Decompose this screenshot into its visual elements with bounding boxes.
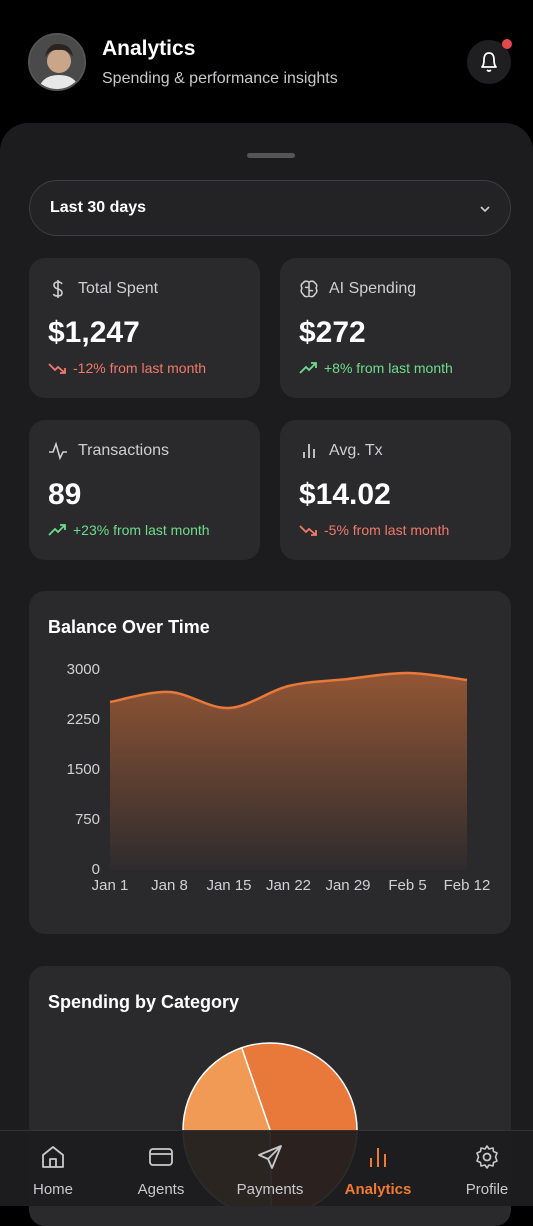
analytics-icon xyxy=(370,1148,386,1167)
stat-label: Total Spent xyxy=(78,280,159,297)
stat-label: AI Spending xyxy=(329,280,417,297)
settings-icon xyxy=(476,1145,498,1169)
stat-card: Avg. Tx $14.02 -5% from last month xyxy=(280,420,511,560)
chart-title: Spending by Category xyxy=(48,992,240,1012)
tab[interactable]: Agents xyxy=(111,1131,211,1207)
tab-label: Home xyxy=(32,1181,73,1198)
trend-arrow xyxy=(48,524,66,536)
stat-label: Avg. Tx xyxy=(329,442,383,459)
x-tick-label: Jan 8 xyxy=(151,877,188,894)
tab-label: Profile xyxy=(465,1181,509,1198)
x-tick-label: Jan 29 xyxy=(325,877,370,894)
area xyxy=(110,672,467,870)
trend-arrow xyxy=(299,362,317,374)
tab-label: Payments xyxy=(236,1181,304,1198)
tab[interactable]: Payments xyxy=(220,1131,320,1207)
stat-change: -12% from last month xyxy=(73,360,207,376)
y-tick-label: 0 xyxy=(92,861,100,878)
avatar[interactable] xyxy=(28,33,86,91)
line xyxy=(109,671,468,710)
bars-icon xyxy=(303,444,315,458)
stat-change: -5% from last month xyxy=(324,522,450,538)
brain-icon xyxy=(300,280,318,298)
card-icon xyxy=(149,1148,173,1166)
x-tick-label: Feb 12 xyxy=(444,877,491,894)
stat-card: Transactions 89 +23% from last month xyxy=(29,420,260,560)
tab-label: Agents xyxy=(137,1181,185,1198)
stat-value: $1,247 xyxy=(48,316,140,349)
x-tick-label: Jan 22 xyxy=(266,877,311,894)
y-tick-label: 2250 xyxy=(67,711,100,728)
trend-icon xyxy=(48,524,66,536)
x-tick-label: Jan 1 xyxy=(92,877,129,894)
home-icon xyxy=(42,1146,64,1168)
tab-bar: Home Agents Payments Analytics Profile xyxy=(0,1130,533,1206)
page-subtitle: Spending & performance insights xyxy=(102,70,338,87)
tab[interactable]: Home xyxy=(3,1131,103,1207)
stat-change: +8% from last month xyxy=(324,360,453,376)
chevron xyxy=(480,206,490,213)
area-chart: 0 750 1500 2250 3000 Jan 1 Jan 8 Jan 15 Jan 22 Ja… xyxy=(67,661,491,894)
activity-icon xyxy=(49,441,67,461)
trend-arrow xyxy=(48,363,66,374)
avatar-image xyxy=(30,35,84,89)
stat-value: 89 xyxy=(48,478,82,511)
trend-arrow xyxy=(299,525,317,536)
drag-handle xyxy=(247,153,295,158)
stat-card: AI Spending $272 +8% from last month xyxy=(280,258,511,398)
send-icon xyxy=(258,1145,282,1169)
y-tick-label: 750 xyxy=(75,811,100,828)
stat-label: Transactions xyxy=(78,442,169,459)
trend-icon xyxy=(299,362,317,374)
y-tick-label: 1500 xyxy=(67,761,100,778)
x-tick-label: Feb 5 xyxy=(388,877,426,894)
trend-icon xyxy=(48,363,66,374)
notification-badge xyxy=(502,39,512,49)
bell-icon xyxy=(481,52,497,72)
tab-label: Analytics xyxy=(344,1181,412,1198)
page-title: Analytics xyxy=(102,37,196,60)
date-range-label: Last 30 days xyxy=(50,199,147,216)
tab[interactable]: Profile xyxy=(437,1131,533,1207)
stat-value: $272 xyxy=(299,316,366,349)
x-tick-label: Jan 15 xyxy=(206,877,251,894)
tab[interactable]: Analytics xyxy=(328,1131,428,1207)
dollar-icon xyxy=(52,280,63,298)
stat-value: $14.02 xyxy=(299,478,391,511)
y-tick-label: 3000 xyxy=(67,661,100,678)
chart-card: Balance Over Time 0 750 1500 2250 3000 Jan 1 J… xyxy=(29,591,511,934)
chart-title: Balance Over Time xyxy=(48,617,210,637)
date-range-select[interactable]: Last 30 days xyxy=(29,180,511,236)
stat-change: +23% from last month xyxy=(73,522,210,538)
stat-card: Total Spent $1,247 -12% from last month xyxy=(29,258,260,398)
trend-icon xyxy=(299,525,317,536)
